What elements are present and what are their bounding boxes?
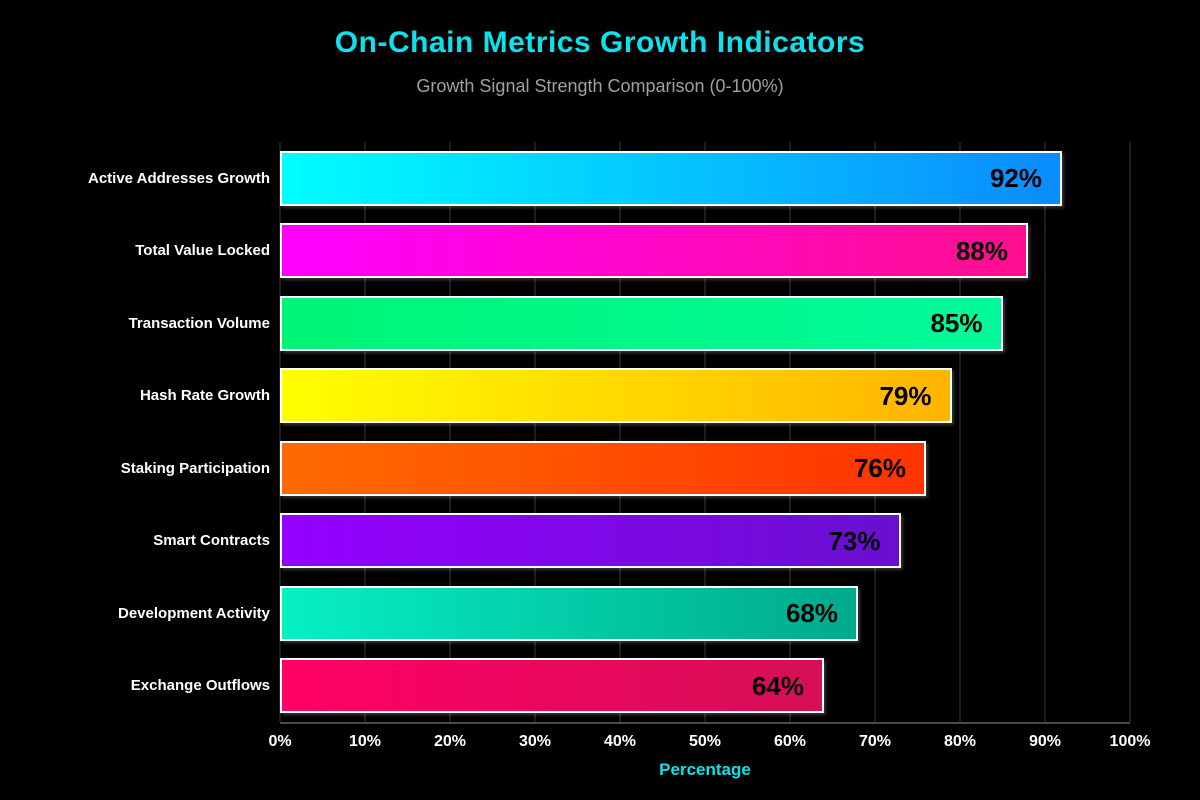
bar: 68%	[280, 585, 858, 641]
x-tick-label: 90%	[1028, 733, 1062, 750]
gridline	[1129, 142, 1131, 722]
x-tick-label: 0%	[268, 733, 292, 750]
category-labels: Active Addresses Growth Total Value Locke…	[0, 142, 270, 722]
category-label: Exchange Outflows	[130, 677, 270, 695]
chart-title: On-Chain Metrics Growth Indicators	[334, 26, 866, 59]
bar-value-label: 79%	[879, 380, 932, 411]
x-tick-label: 100%	[1109, 733, 1151, 750]
gridline	[874, 142, 876, 722]
category-label: Total Value Locked	[135, 242, 270, 260]
category-label: Transaction Volume	[128, 314, 270, 332]
bar: 88%	[280, 223, 1028, 279]
chart-subtitle: Growth Signal Strength Comparison (0-100…	[416, 76, 784, 96]
category-label: Active Addresses Growth	[88, 169, 270, 187]
x-tick-label: 80%	[943, 733, 977, 750]
bar-value-label: 85%	[930, 308, 983, 339]
gridline	[959, 142, 961, 722]
bar-value-label: 68%	[785, 598, 838, 629]
x-tick-label: 40%	[603, 733, 637, 750]
x-tick-label: 30%	[518, 733, 552, 750]
bar-value-label: 88%	[955, 235, 1008, 266]
plot-area: 92% 88% 85% 79% 76% 73% 68% 64%	[279, 142, 1131, 724]
bar-value-label: 73%	[828, 525, 881, 556]
gridline	[619, 142, 621, 722]
category-label: Staking Participation	[120, 459, 270, 477]
x-tick-label: 50%	[688, 733, 722, 750]
bar-value-label: 64%	[751, 670, 804, 701]
bar: 64%	[280, 658, 824, 714]
x-axis-title: Percentage	[659, 760, 751, 779]
gridline	[534, 142, 536, 722]
bar: 85%	[280, 295, 1003, 351]
bar: 92%	[280, 150, 1062, 206]
bar: 76%	[280, 440, 926, 496]
category-label: Smart Contracts	[153, 532, 270, 550]
x-tick-label: 10%	[348, 733, 382, 750]
gridline	[704, 142, 706, 722]
gridline	[449, 142, 451, 722]
gridline	[1044, 142, 1046, 722]
x-axis-ticks: 0% 10% 20% 30% 40% 50% 60% 70% 80% 90% 100%	[268, 733, 1150, 755]
bar: 73%	[280, 513, 901, 569]
gridline	[279, 142, 281, 722]
gridline	[789, 142, 791, 722]
x-tick-label: 60%	[773, 733, 807, 750]
bar-value-label: 76%	[853, 453, 906, 484]
x-tick-label: 20%	[433, 733, 467, 750]
bar-value-label: 92%	[989, 163, 1042, 194]
category-label: Development Activity	[118, 604, 270, 622]
category-label: Hash Rate Growth	[139, 387, 270, 405]
x-tick-label: 70%	[858, 733, 892, 750]
gridline	[364, 142, 366, 722]
bar: 79%	[280, 368, 952, 424]
